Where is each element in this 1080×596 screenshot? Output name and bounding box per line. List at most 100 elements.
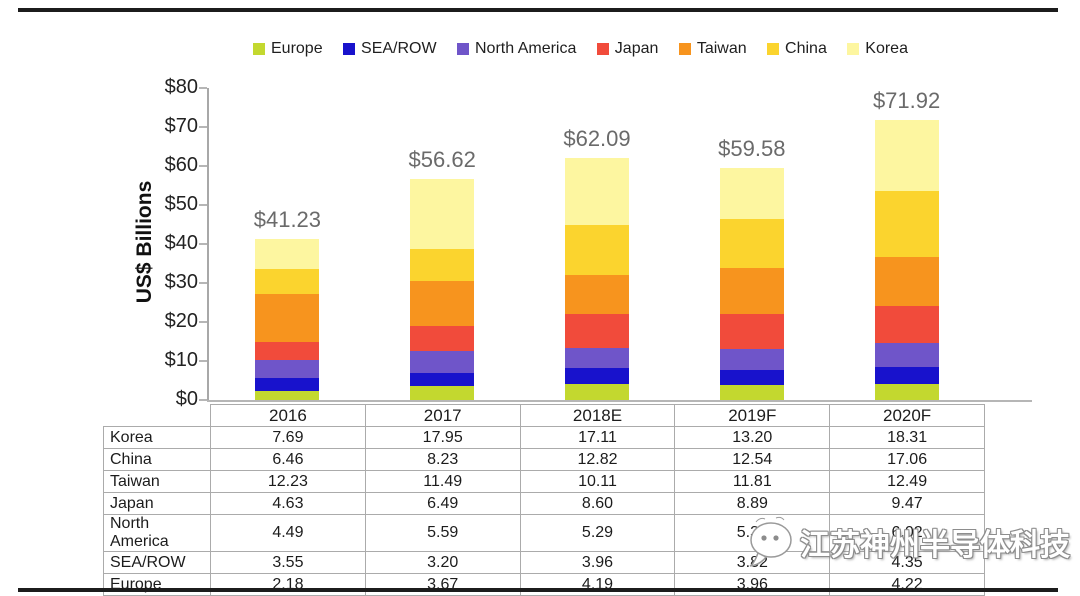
table-row-label: Korea (103, 426, 211, 449)
y-axis-tick-label: $40 (164, 232, 198, 254)
table-value-cell: 12.82 (519, 448, 676, 471)
table-value-cell: 7.69 (210, 426, 366, 449)
table-value-cell: 4.63 (210, 492, 366, 515)
bar-total-label-2019f: $59.58 (718, 135, 786, 161)
table-row: Taiwan 12.23 11.49 10.11 11.81 12.49 (103, 470, 985, 493)
table-value-cell: 13.20 (674, 426, 831, 449)
legend-item-korea: Korea (847, 40, 908, 58)
table-year-header: 2019F (674, 404, 831, 427)
table-value-cell: 4.22 (829, 573, 985, 596)
y-axis-tick-mark (199, 204, 207, 206)
bar-segment-europe-2017 (410, 385, 475, 400)
legend-item-europe: Europe (253, 40, 323, 58)
watermark: 江苏神州半导体科技 (746, 516, 1070, 568)
table-value-cell: 4.49 (210, 514, 366, 552)
watermark-text: 江苏神州半导体科技 (800, 529, 1070, 562)
table-value-cell: 2.18 (210, 573, 366, 596)
bar-segment-japan-2020f (874, 306, 939, 344)
bar-segment-taiwan-2016 (255, 294, 320, 343)
y-axis-tick-mark (199, 165, 207, 167)
bar-total-label-2017: $56.62 (408, 147, 476, 173)
table-row-label: China (103, 448, 211, 471)
y-axis-tick-label: $30 (164, 271, 198, 293)
bar-segment-japan-2017 (410, 326, 475, 352)
table-row-label: North America (103, 514, 211, 552)
bar-segment-sea-row-2016 (255, 377, 320, 392)
table-year-header: 2016 (210, 404, 366, 427)
bar-segment-japan-2016 (255, 342, 320, 361)
top-divider-rule (18, 8, 1058, 12)
bar-segment-north-america-2019f (719, 348, 784, 370)
bar-segment-europe-2018e (565, 383, 629, 400)
table-value-cell: 5.59 (364, 514, 521, 552)
bar-segment-taiwan-2019f (719, 268, 784, 315)
legend-swatch-icon (847, 43, 860, 55)
bar-segment-taiwan-2020f (874, 257, 939, 307)
table-value-cell: 3.96 (519, 551, 676, 574)
legend-swatch-icon (596, 43, 609, 55)
table-year-header: 2020F (829, 404, 985, 427)
bar-segment-europe-2016 (255, 391, 320, 400)
table-value-cell: 3.20 (364, 551, 521, 574)
legend-swatch-icon (343, 43, 356, 55)
table-value-cell: 12.23 (210, 470, 366, 493)
watermark-logo-icon (749, 516, 792, 567)
table-value-cell: 3.55 (210, 551, 366, 574)
bar-segment-sea-row-2018e (565, 368, 629, 384)
legend-item-north-america: North America (457, 40, 576, 58)
table-value-cell: 6.46 (210, 448, 366, 471)
bar-segment-sea-row-2020f (874, 366, 939, 384)
table-value-cell: 9.47 (829, 492, 985, 515)
bar-segment-korea-2018e (565, 157, 629, 225)
table-value-cell: 6.49 (364, 492, 521, 515)
table-value-cell: 3.67 (364, 573, 521, 596)
table-row: Korea 7.69 17.95 17.11 13.20 18.31 (103, 426, 985, 449)
table-header-row: 2016 2017 2018E 2019F 2020F (104, 404, 985, 427)
y-axis-tick-mark (199, 321, 207, 323)
y-axis-tick-label: $60 (164, 154, 198, 176)
legend-label: China (785, 40, 827, 57)
legend-swatch-icon (767, 43, 780, 55)
table-value-cell: 11.81 (674, 470, 831, 493)
bar-segment-korea-2020f (874, 119, 939, 191)
table-blank-cell (104, 405, 211, 427)
table-value-cell: 4.35 (829, 551, 985, 574)
legend-item-china: China (767, 40, 827, 58)
table-value-cell: 8.23 (364, 448, 521, 471)
y-axis-tick-mark (199, 126, 207, 128)
legend-label: Japan (614, 40, 659, 57)
table-value-cell: 8.89 (674, 492, 831, 515)
legend-label: Taiwan (696, 40, 747, 57)
table-value-cell: 18.31 (829, 426, 985, 449)
bar-segment-europe-2020f (874, 383, 939, 400)
bar-segment-europe-2019f (719, 384, 784, 400)
legend-label: North America (475, 40, 577, 57)
legend-swatch-icon (253, 43, 265, 55)
bar-segment-china-2020f (874, 190, 939, 258)
y-axis-tick-label: $80 (164, 76, 198, 98)
table-row-label: SEA/ROW (103, 551, 211, 574)
bar-total-label-2020f: $71.92 (872, 87, 941, 113)
y-axis-tick-mark (199, 399, 207, 401)
legend-label: Korea (865, 40, 908, 57)
table-value-cell: 12.54 (674, 448, 831, 471)
legend-label: SEA/ROW (361, 40, 437, 57)
table-row-label: Japan (103, 492, 211, 515)
legend-label: Europe (271, 40, 323, 57)
legend-swatch-icon (457, 43, 469, 55)
table-year-header: 2017 (364, 404, 521, 427)
chart-legend: Europe SEA/ROW North America Japan Taiwan Chi… (253, 40, 908, 58)
bar-segment-japan-2018e (565, 314, 629, 348)
bar-segment-korea-2016 (255, 239, 320, 270)
y-axis-tick-label: $70 (164, 115, 198, 137)
bar-segment-korea-2019f (719, 167, 784, 220)
bar-segment-sea-row-2017 (410, 373, 475, 386)
bottom-divider-rule (18, 588, 1058, 592)
bar-segment-china-2019f (719, 219, 784, 268)
bar-segment-north-america-2016 (255, 360, 320, 378)
bar-segment-north-america-2018e (565, 347, 629, 369)
bar-segment-china-2016 (255, 269, 320, 295)
